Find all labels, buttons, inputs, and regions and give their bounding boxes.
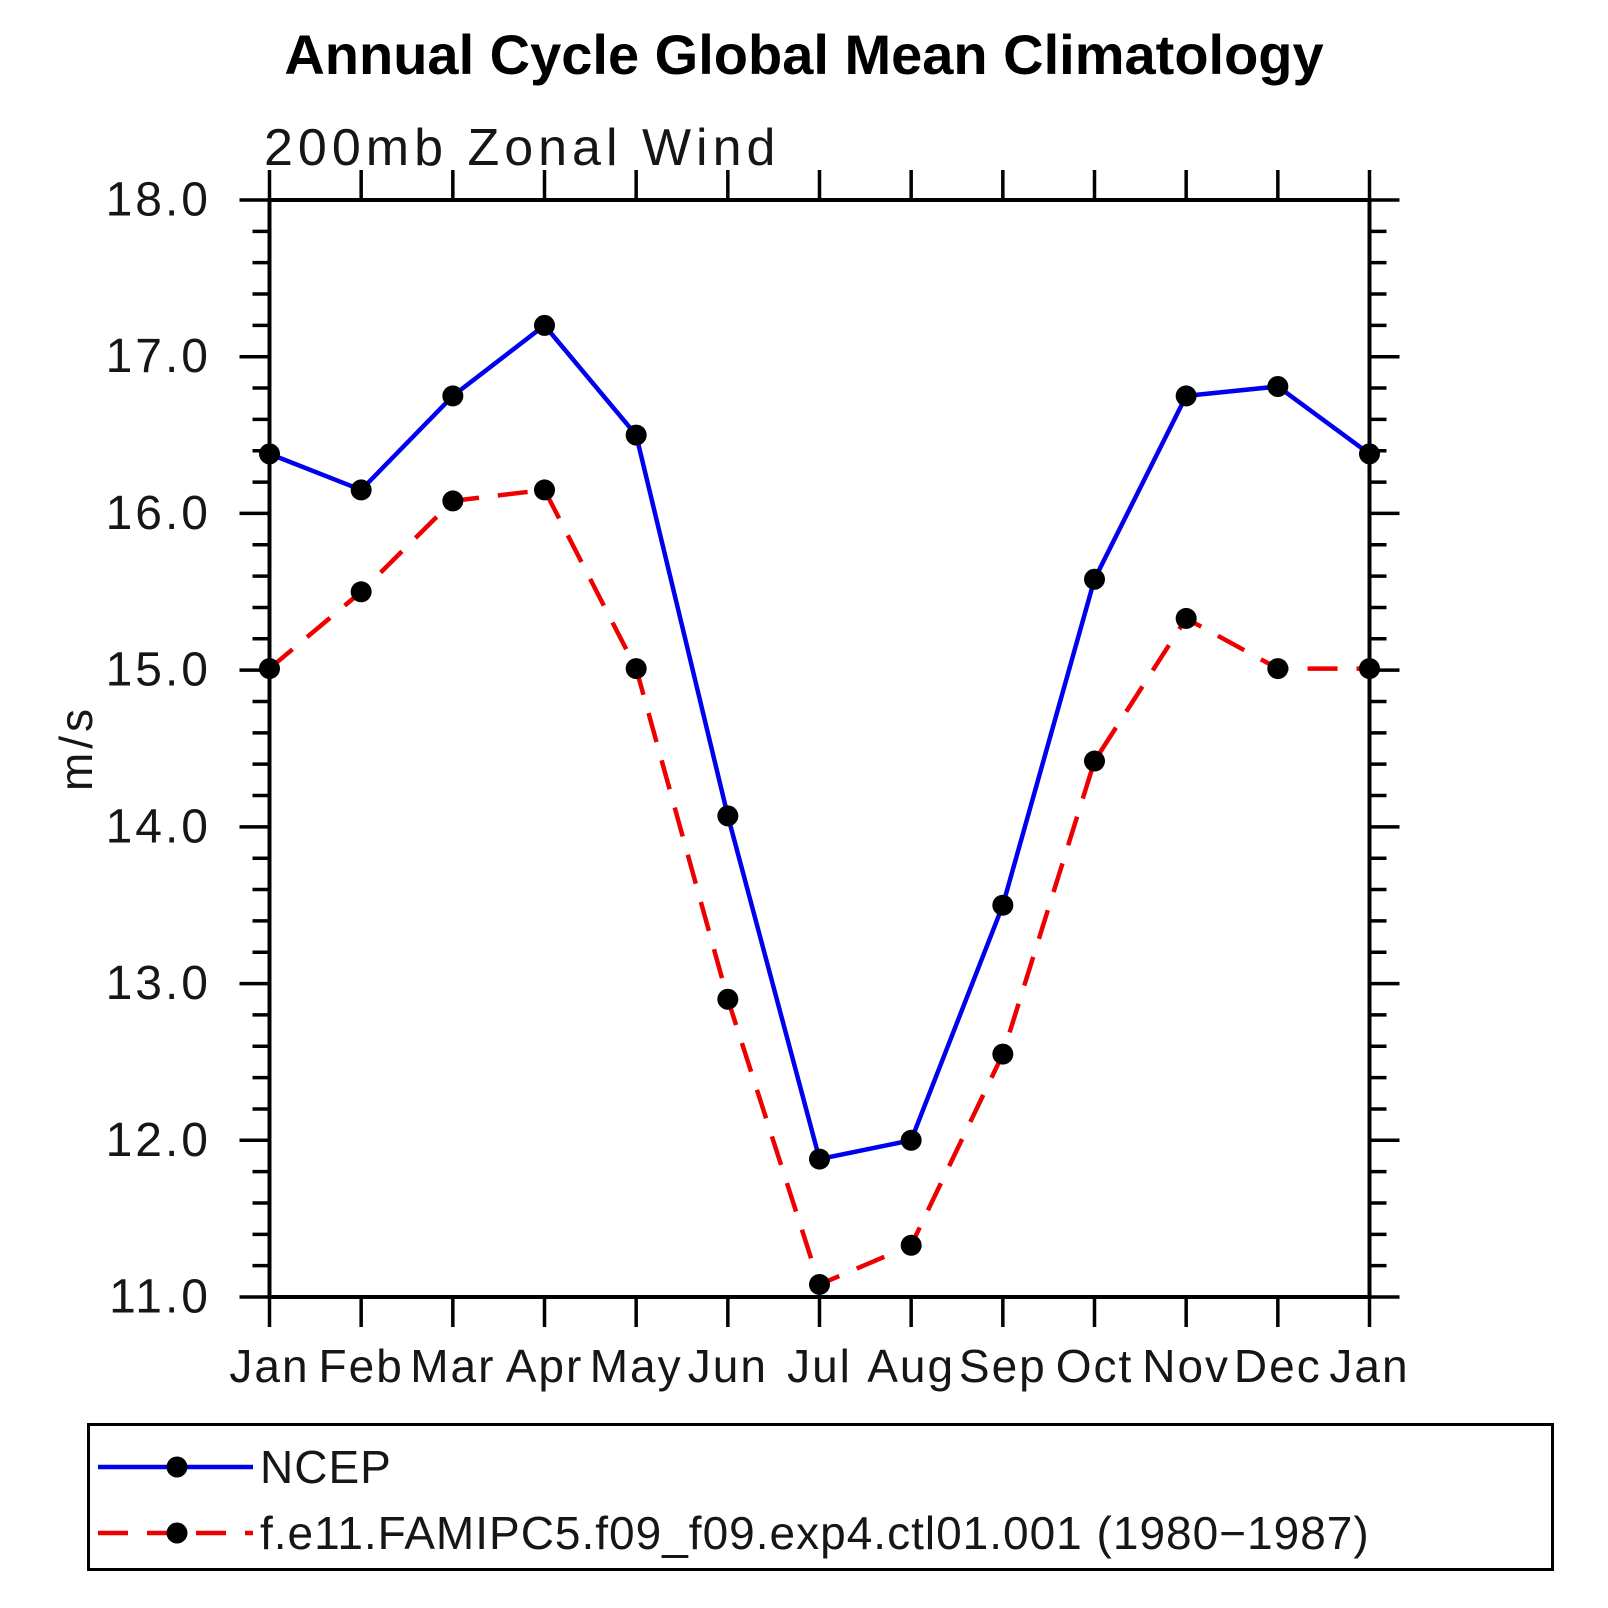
x-tick-label: Aug bbox=[867, 1340, 955, 1392]
legend-line-sample-model bbox=[98, 1522, 253, 1544]
data-point-marker bbox=[350, 581, 372, 603]
y-tick-label: 12.0 bbox=[106, 1114, 211, 1167]
data-point-marker bbox=[717, 988, 739, 1010]
legend-line-sample-ncep bbox=[98, 1456, 253, 1478]
data-point-marker bbox=[900, 1129, 922, 1151]
data-point-marker bbox=[1267, 375, 1289, 397]
x-tick-label: Mar bbox=[410, 1340, 495, 1392]
data-point-marker bbox=[259, 658, 280, 680]
y-tick-label: 16.0 bbox=[106, 487, 211, 540]
legend: NCEP f.e11.FAMIPC5.f09_f09.exp4.ctl01.00… bbox=[87, 1423, 1554, 1571]
data-point-marker bbox=[1359, 443, 1380, 465]
data-point-marker bbox=[1267, 658, 1289, 680]
y-tick-label: 17.0 bbox=[106, 330, 211, 383]
x-tick-label: May bbox=[590, 1340, 683, 1392]
x-tick-label: Nov bbox=[1142, 1340, 1230, 1392]
y-tick-label: 18.0 bbox=[106, 174, 211, 227]
data-point-marker bbox=[534, 479, 555, 501]
data-point-marker bbox=[992, 1043, 1014, 1065]
data-point-marker bbox=[809, 1273, 830, 1295]
data-point-marker bbox=[1084, 750, 1105, 772]
chart-title: Annual Cycle Global Mean Climatology bbox=[284, 23, 1324, 86]
data-point-marker bbox=[809, 1148, 830, 1170]
data-point-marker bbox=[1175, 607, 1197, 629]
x-tick-label: Dec bbox=[1234, 1340, 1322, 1392]
x-tick-label: Jul bbox=[787, 1340, 852, 1392]
x-tick-label: Jan bbox=[1329, 1340, 1409, 1392]
data-point-marker bbox=[900, 1234, 922, 1256]
x-tick-label: Oct bbox=[1056, 1340, 1134, 1392]
y-tick-label: 14.0 bbox=[106, 800, 211, 853]
legend-label-model: f.e11.FAMIPC5.f09_f09.exp4.ctl01.001 (19… bbox=[260, 1507, 1370, 1559]
data-point-marker bbox=[534, 314, 555, 336]
y-tick-label: 15.0 bbox=[106, 644, 211, 697]
x-tick-label: Apr bbox=[506, 1340, 584, 1392]
data-point-marker bbox=[442, 490, 464, 512]
chart-subtitle: 200mb Zonal Wind bbox=[264, 119, 781, 177]
data-point-marker bbox=[717, 805, 739, 827]
plot-frame bbox=[267, 198, 1372, 1299]
data-point-marker bbox=[350, 479, 372, 501]
data-point-marker bbox=[625, 658, 647, 680]
data-point-marker bbox=[442, 385, 464, 407]
data-point-marker bbox=[625, 424, 647, 446]
data-point-marker bbox=[1175, 385, 1197, 407]
y-tick-label: 11.0 bbox=[109, 1271, 211, 1324]
y-tick-label: 13.0 bbox=[106, 957, 211, 1010]
legend-item-model: f.e11.FAMIPC5.f09_f09.exp4.ctl01.001 (19… bbox=[95, 1506, 1370, 1560]
data-point-marker bbox=[992, 894, 1014, 916]
x-tick-label: Feb bbox=[319, 1340, 404, 1392]
series-line-0 bbox=[268, 322, 1371, 1162]
legend-item-ncep: NCEP bbox=[95, 1440, 392, 1494]
data-point-marker bbox=[1359, 658, 1380, 680]
legend-label-ncep: NCEP bbox=[260, 1441, 392, 1493]
data-point-marker bbox=[259, 443, 280, 465]
x-tick-label: Sep bbox=[959, 1340, 1047, 1392]
data-point-marker bbox=[1084, 568, 1105, 590]
x-tick-label: Jun bbox=[688, 1340, 768, 1392]
x-tick-label: Jan bbox=[229, 1340, 309, 1392]
